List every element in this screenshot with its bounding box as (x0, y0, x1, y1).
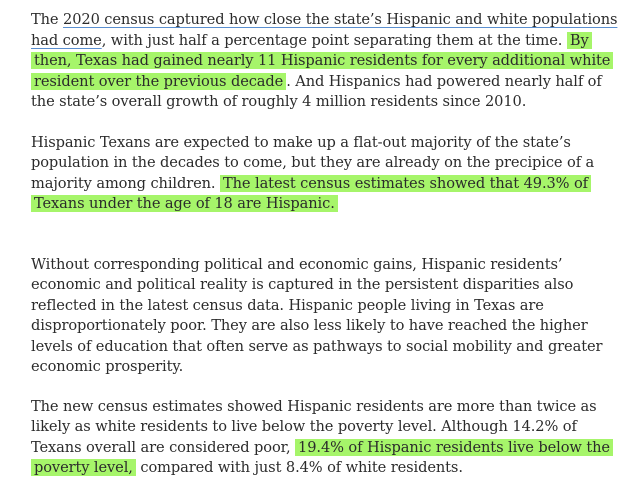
article-body: The 2020 census captured how close the s… (31, 10, 621, 479)
text-segment: Hispanic Texans are expected to make up … (31, 133, 595, 192)
paragraph-disparities: Without corresponding political and econ… (31, 255, 621, 378)
paragraph-majority-children: Hispanic Texans are expected to make up … (31, 133, 621, 215)
text-segment: The (31, 11, 64, 28)
text-segment: compared with just 8.4% of white residen… (135, 459, 463, 476)
census-2020-link[interactable]: 2020 census captured how close the state… (31, 11, 618, 49)
text-segment: , with just half a percentage point sepa… (101, 31, 567, 49)
text-segment: Without corresponding political and econ… (31, 255, 603, 376)
text-segment: The new census estimates showed Hispanic… (31, 397, 597, 456)
text-segment: . And Hispanics had powered nearly half … (31, 72, 602, 111)
paragraph-poverty: The new census estimates showed Hispanic… (31, 397, 621, 479)
paragraph-census-2020: The 2020 census captured how close the s… (31, 10, 621, 113)
